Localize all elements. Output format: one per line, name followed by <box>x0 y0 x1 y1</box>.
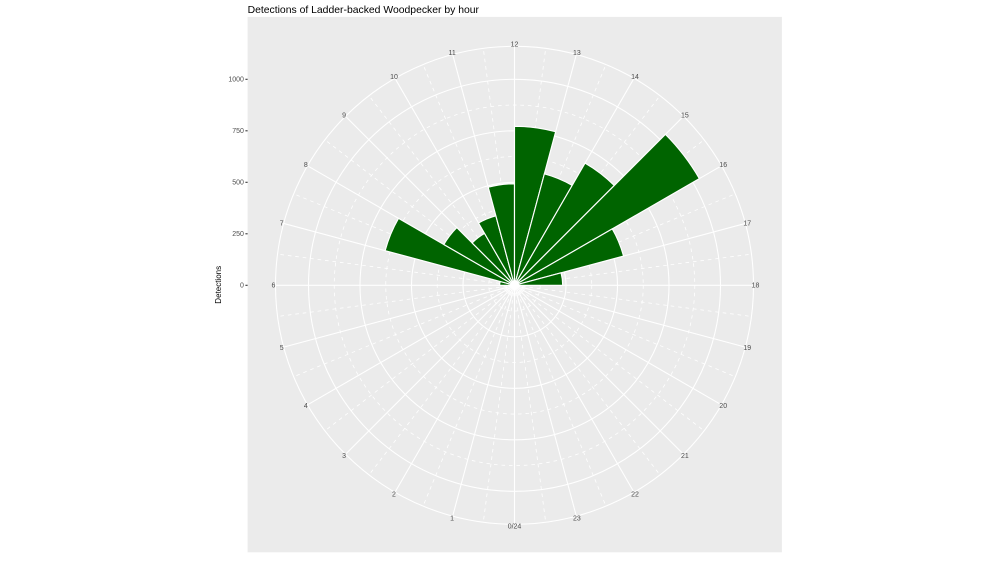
svg-text:16: 16 <box>719 162 727 169</box>
svg-text:18: 18 <box>752 283 760 290</box>
svg-text:6: 6 <box>272 283 276 290</box>
svg-text:1: 1 <box>450 515 454 522</box>
svg-text:Detections: Detections <box>214 266 223 304</box>
svg-text:3: 3 <box>342 453 346 460</box>
svg-text:750: 750 <box>232 128 244 135</box>
svg-text:17: 17 <box>743 220 751 227</box>
svg-text:21: 21 <box>681 453 689 460</box>
svg-text:7: 7 <box>280 220 284 227</box>
svg-text:5: 5 <box>280 345 284 352</box>
svg-text:0/24: 0/24 <box>508 524 522 531</box>
svg-text:8: 8 <box>304 162 308 169</box>
svg-text:9: 9 <box>342 112 346 119</box>
svg-text:14: 14 <box>631 74 639 81</box>
svg-text:250: 250 <box>232 231 244 238</box>
svg-text:22: 22 <box>631 491 639 498</box>
svg-text:11: 11 <box>448 50 455 57</box>
svg-text:23: 23 <box>573 515 581 522</box>
svg-text:1000: 1000 <box>228 77 244 84</box>
svg-text:15: 15 <box>681 112 689 119</box>
svg-text:13: 13 <box>573 50 581 57</box>
svg-text:0: 0 <box>240 283 244 290</box>
svg-text:12: 12 <box>511 42 519 49</box>
svg-text:2: 2 <box>392 491 396 498</box>
svg-text:20: 20 <box>719 403 727 410</box>
svg-text:4: 4 <box>304 403 308 410</box>
svg-text:19: 19 <box>743 345 751 352</box>
svg-text:Detections of Ladder-backed Wo: Detections of Ladder-backed Woodpecker b… <box>248 5 480 16</box>
svg-text:10: 10 <box>390 74 398 81</box>
svg-text:500: 500 <box>232 180 244 187</box>
